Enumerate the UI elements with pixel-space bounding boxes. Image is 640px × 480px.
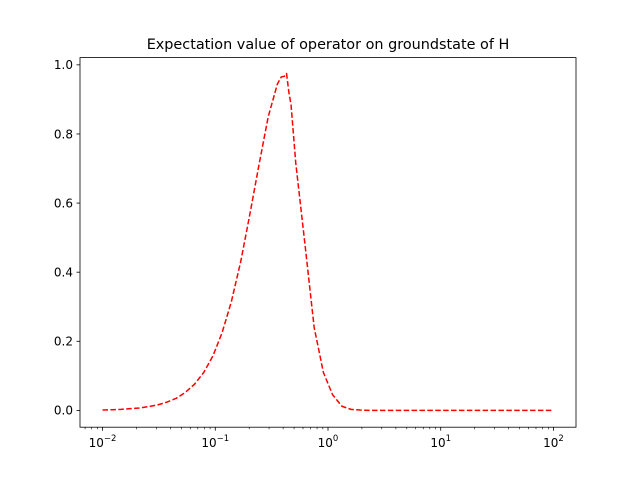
axes-frame	[79, 57, 577, 428]
series-layer	[102, 72, 554, 412]
chart-title: Expectation value of operator on grounds…	[147, 37, 510, 53]
x-tick-label-4: 102	[543, 434, 564, 450]
y-tick-label-3: 0.6	[54, 196, 73, 210]
axes: 0.0 0.2 0.4 0.6 0.8 1.0 10−2 10−1 100 101 102	[54, 58, 564, 450]
y-tick-label-1: 0.2	[54, 335, 73, 349]
x-tick-label-3: 101	[430, 434, 451, 450]
x-tick-label-2: 100	[318, 434, 339, 450]
plot-area	[80, 57, 576, 428]
y-tick-label-2: 0.4	[54, 265, 73, 279]
series-line-0	[102, 72, 554, 412]
y-tick-label-4: 0.8	[54, 127, 73, 141]
y-tick-label-0: 0.0	[54, 404, 73, 418]
y-tick-label-5: 1.0	[54, 58, 73, 72]
x-tick-label-0: 10−2	[89, 434, 117, 450]
x-tick-label-1: 10−1	[201, 434, 229, 450]
